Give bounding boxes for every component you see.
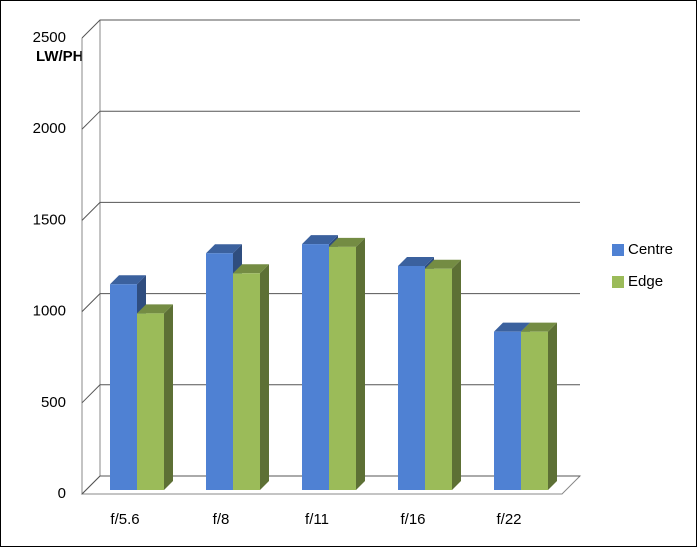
- y-tick-label: 2500: [33, 29, 66, 46]
- bar-top: [302, 235, 338, 245]
- bar: [494, 331, 521, 490]
- bar: [425, 268, 452, 490]
- bar-side: [452, 259, 461, 490]
- bar: [206, 253, 233, 490]
- x-tick-label: f/8: [213, 511, 230, 528]
- bar: [521, 331, 548, 490]
- bar: [329, 246, 356, 490]
- bar: [137, 313, 164, 490]
- bar-top: [206, 244, 242, 254]
- y-tick-label: 2000: [33, 120, 66, 137]
- bar: [233, 273, 260, 490]
- y-tick-label: 1000: [33, 303, 66, 320]
- bar-top: [398, 257, 434, 266]
- bar: [110, 284, 137, 490]
- grid-line: [81, 110, 580, 130]
- bar-top: [137, 304, 173, 314]
- bar-top: [329, 237, 365, 247]
- legend-label: Centre: [628, 241, 673, 258]
- bar-top: [233, 264, 269, 274]
- x-tick-label: f/5.6: [110, 511, 139, 528]
- bar-top: [521, 322, 557, 332]
- y-tick-label: 500: [41, 394, 66, 411]
- bar-side: [260, 264, 269, 490]
- legend-swatch: [612, 244, 624, 256]
- bar-side: [548, 322, 557, 490]
- legend-swatch: [612, 276, 624, 288]
- x-tick-label: f/16: [400, 511, 425, 528]
- grid-line: [81, 201, 580, 221]
- bar-side: [164, 304, 173, 490]
- grid-line: [81, 19, 580, 39]
- x-tick-label: f/11: [305, 511, 329, 528]
- x-tick-label: f/22: [496, 511, 521, 528]
- bar-top: [425, 259, 461, 269]
- y-tick-label: 1500: [33, 211, 66, 228]
- bar: [302, 244, 329, 490]
- bar: [398, 266, 425, 490]
- y-axis-title: LW/PH: [36, 48, 84, 65]
- legend-label: Edge: [628, 273, 663, 290]
- bar-top: [110, 275, 146, 285]
- bar-top: [494, 322, 530, 332]
- bar-side: [356, 237, 365, 490]
- y-tick-label: 0: [58, 485, 66, 502]
